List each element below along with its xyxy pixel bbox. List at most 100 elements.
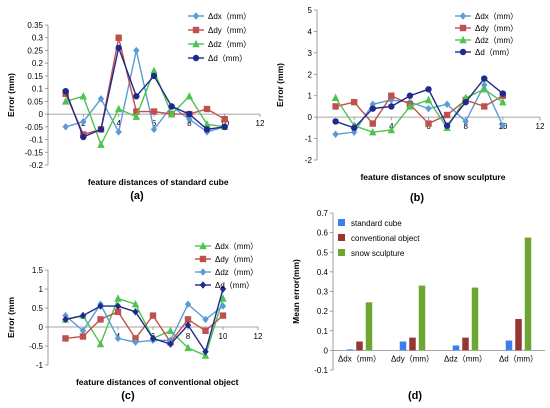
y-tick-label: 0.1 — [32, 85, 44, 94]
data-point — [115, 34, 122, 41]
bar — [418, 285, 426, 351]
data-point — [203, 120, 211, 128]
data-point — [79, 92, 88, 100]
data-point — [350, 124, 358, 132]
data-point — [115, 44, 122, 52]
legend-label: Δd（mm） — [475, 48, 514, 57]
data-point — [202, 327, 209, 334]
legend-label: standard cube — [351, 219, 402, 228]
legend-label: conventional object — [351, 234, 420, 243]
data-point — [62, 335, 69, 342]
legend-marker — [199, 281, 207, 289]
bar — [452, 345, 460, 351]
x-axis-title: feature distances of standard cube — [88, 177, 229, 187]
y-axis-title: Error (mm — [6, 297, 16, 339]
data-point — [499, 122, 507, 130]
legend-label: Δdx（mm） — [475, 12, 518, 21]
y-tick-label: -0.5 — [29, 342, 43, 351]
bar — [515, 318, 522, 351]
data-point — [132, 112, 141, 120]
data-point — [114, 334, 122, 343]
y-tick-label: 0 — [308, 113, 313, 122]
data-point — [332, 118, 339, 125]
panel-caption: (d) — [408, 390, 422, 402]
series-line — [65, 310, 224, 344]
data-point — [97, 302, 104, 310]
bar — [399, 341, 407, 351]
legend-label: Δd（mm） — [208, 54, 247, 63]
data-point — [219, 302, 227, 310]
legend-label: Δdx（mm） — [215, 242, 258, 251]
data-point — [221, 123, 228, 131]
data-point — [443, 111, 451, 119]
y-tick-label: -0.1 — [314, 366, 328, 375]
data-point — [184, 343, 192, 352]
data-point — [97, 95, 105, 103]
data-point — [62, 123, 69, 131]
series-line — [65, 50, 225, 134]
bar — [462, 337, 469, 351]
legend-marker — [192, 26, 200, 34]
panel-caption: (a) — [130, 190, 144, 202]
y-tick-label: 0.7 — [317, 209, 329, 218]
y-tick-label: -1 — [305, 135, 313, 144]
y-tick-label: 0.3 — [32, 34, 44, 43]
data-point — [150, 125, 158, 134]
panel-c: -1-0.500.511.524681012feature distances … — [6, 241, 263, 402]
data-point — [424, 95, 433, 104]
x-axis-title: feature distances of conventional object — [76, 377, 239, 387]
series-line — [335, 77, 504, 129]
y-tick-label: 1.5 — [32, 266, 44, 275]
data-point — [443, 100, 451, 108]
data-point — [132, 308, 139, 316]
bar — [505, 340, 513, 351]
x-tick-label: 12 — [536, 122, 545, 131]
data-point — [80, 118, 87, 126]
data-point — [186, 110, 193, 118]
y-tick-label: 0.25 — [27, 46, 43, 55]
y-tick-label: 0.6 — [317, 229, 329, 238]
y-tick-label: 2 — [308, 70, 313, 79]
data-point — [150, 108, 158, 115]
data-point — [79, 333, 87, 340]
series-line — [65, 45, 225, 138]
series-line — [65, 68, 225, 147]
data-point — [168, 103, 175, 110]
data-point — [369, 100, 376, 108]
legend-marker — [459, 12, 467, 20]
data-point — [425, 104, 432, 113]
data-point — [115, 128, 122, 136]
data-point — [167, 336, 174, 344]
data-point — [221, 115, 228, 123]
category-label: Δd（mm） — [499, 354, 538, 363]
bar — [524, 237, 532, 351]
panel-caption: (c) — [121, 390, 135, 402]
data-point — [425, 120, 432, 127]
category-label: Δdy（mm） — [391, 354, 434, 363]
data-point — [203, 126, 211, 133]
y-tick-label: -1 — [36, 361, 44, 370]
data-point — [184, 321, 192, 329]
legend-label: Δdz（mm） — [475, 36, 518, 45]
data-point — [481, 81, 488, 89]
bar — [356, 341, 363, 351]
panel-a: -0.2 -0.15 -0.1 -0.05 0 0.05 0.1 0.15 0.2 0.25 0.3… — [6, 12, 265, 202]
legend-swatch — [338, 219, 345, 226]
data-point — [184, 316, 192, 323]
legend-marker — [192, 12, 200, 20]
y-tick-label: -0.15 — [25, 148, 44, 157]
data-point — [462, 98, 469, 106]
y-tick-label: 0.5 — [317, 248, 329, 257]
y-tick-label: 1 — [39, 285, 44, 294]
data-point — [332, 130, 339, 138]
data-point — [133, 108, 140, 115]
data-point — [369, 127, 377, 136]
category-label: Δdz（mm） — [444, 354, 487, 363]
data-point — [62, 311, 69, 320]
data-point — [185, 92, 194, 100]
x-tick-label: 12 — [254, 332, 263, 341]
y-tick-label: 0.3 — [317, 288, 329, 297]
data-point — [150, 66, 158, 75]
y-axis-title: Error (mm) — [6, 73, 16, 117]
legend-marker — [459, 35, 467, 44]
